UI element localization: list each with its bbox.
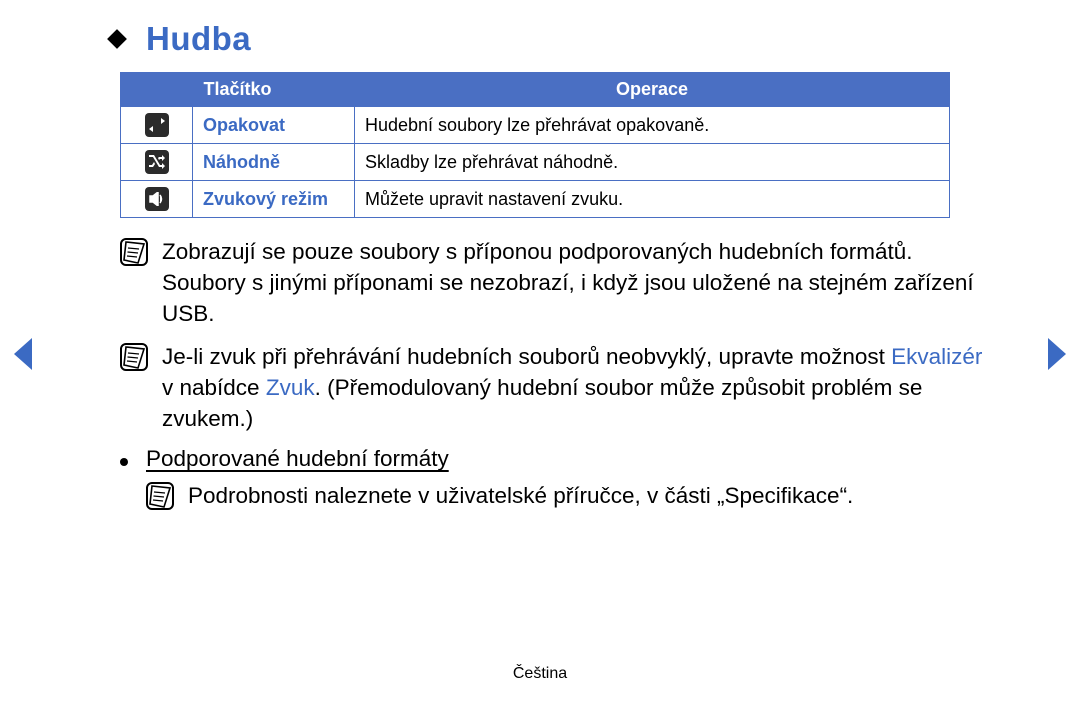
note-text: Je-li zvuk při přehrávání hudebních soub… (162, 341, 990, 434)
repeat-icon (145, 113, 169, 137)
note-icon (146, 482, 174, 510)
sub-note-item: Podrobnosti naleznete v uživatelské přír… (146, 480, 1000, 511)
heading-bullet-icon (107, 29, 127, 49)
bullet-item: Podporované hudební formáty (120, 446, 1000, 472)
shuffle-icon (145, 150, 169, 174)
heading-text: Hudba (146, 20, 251, 58)
note-highlight: Zvuk (266, 375, 315, 400)
table-row: Náhodně Skladby lze přehrávat náhodně. (121, 144, 950, 181)
table-row: Zvukový režim Můžete upravit nastavení z… (121, 181, 950, 218)
note-text: Zobrazují se pouze soubory s příponou po… (162, 236, 990, 329)
note-text-segment: v nabídce (162, 375, 266, 400)
bullet-label: Podporované hudební formáty (146, 446, 449, 472)
buttons-table: Tlačítko Operace Opakovat Hudební soubor… (120, 72, 950, 218)
table-desc: Můžete upravit nastavení zvuku. (355, 181, 950, 218)
note-item: Je-li zvuk při přehrávání hudebních soub… (120, 341, 990, 434)
note-highlight: Ekvalizér (891, 344, 982, 369)
footer-language: Čeština (0, 665, 1080, 683)
sub-note-text: Podrobnosti naleznete v uživatelské přír… (188, 480, 853, 511)
table-label: Opakovat (193, 107, 355, 144)
page-heading: Hudba (110, 20, 1000, 58)
note-icon (120, 238, 148, 266)
note-item: Zobrazují se pouze soubory s příponou po… (120, 236, 990, 329)
table-label: Zvukový režim (193, 181, 355, 218)
table-label: Náhodně (193, 144, 355, 181)
table-header-operation: Operace (355, 73, 950, 107)
table-row: Opakovat Hudební soubory lze přehrávat o… (121, 107, 950, 144)
table-desc: Hudební soubory lze přehrávat opakovaně. (355, 107, 950, 144)
table-desc: Skladby lze přehrávat náhodně. (355, 144, 950, 181)
table-header-button: Tlačítko (121, 73, 355, 107)
note-icon (120, 343, 148, 371)
note-text-segment: Je-li zvuk při přehrávání hudebních soub… (162, 344, 891, 369)
sound-icon (145, 187, 169, 211)
bullet-dot-icon (120, 458, 128, 466)
